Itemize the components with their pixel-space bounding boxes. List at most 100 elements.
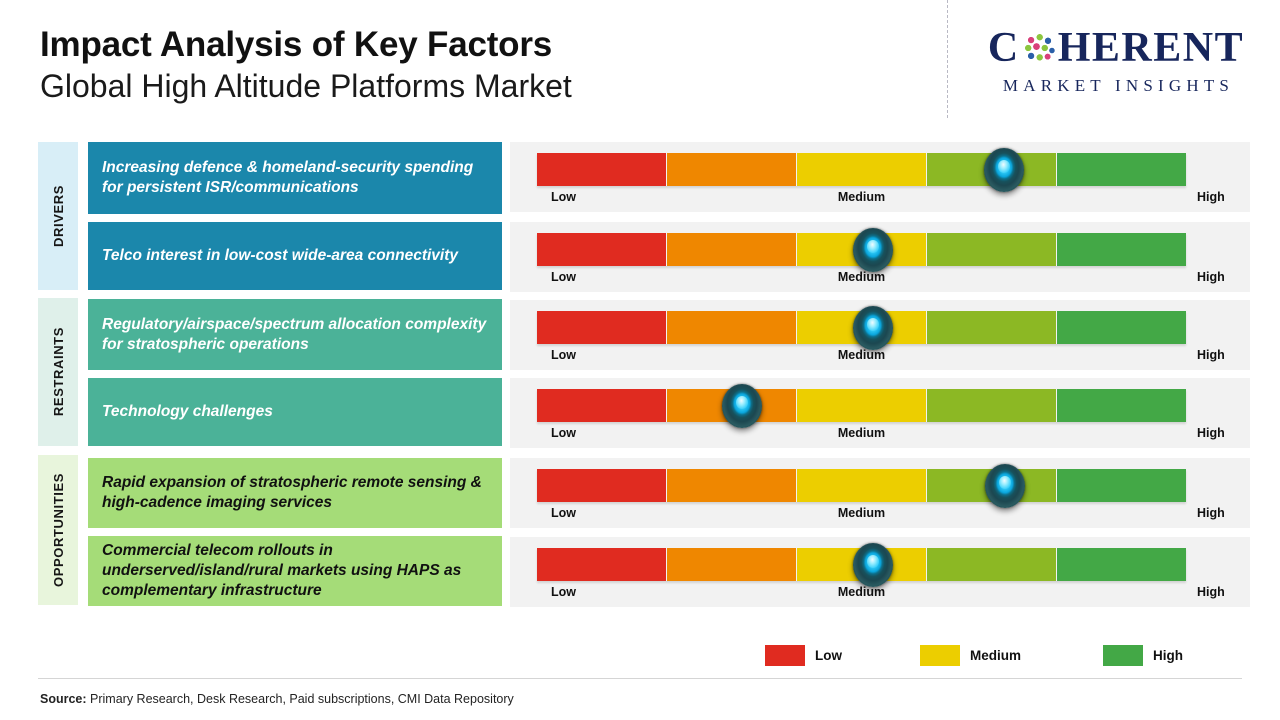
gauge-panel: Low Medium High	[510, 222, 1250, 292]
gauge-segment-3	[797, 153, 927, 186]
gauge-segment-5	[1057, 548, 1186, 581]
logo-wordmark: C HERENT	[966, 26, 1266, 70]
gauge-segment-4	[927, 311, 1057, 344]
source-note: Source: Primary Research, Desk Research,…	[40, 692, 514, 706]
logo-letters-herent: HERENT	[1057, 25, 1245, 71]
category-label: RESTRAINTS	[50, 327, 66, 417]
factor-text: Increasing defence & homeland-security s…	[102, 159, 474, 196]
factor-box[interactable]: Increasing defence & homeland-security s…	[88, 142, 502, 214]
legend-swatch-high	[1103, 645, 1143, 666]
legend-label: High	[1153, 648, 1183, 663]
globe-dots-icon	[1020, 30, 1057, 66]
logo-divider	[947, 0, 948, 118]
legend-swatch-medium	[920, 645, 960, 666]
gauge-panel: Low Medium High	[510, 378, 1250, 448]
gauge-marker-icon[interactable]	[984, 147, 1025, 192]
gauge-segment-2	[667, 233, 797, 266]
category-strip-opportunities: OPPORTUNITIES	[38, 455, 78, 605]
title-block: Impact Analysis of Key Factors Global Hi…	[40, 26, 572, 105]
legend-label: Medium	[970, 648, 1022, 663]
gauge-label-low: Low	[551, 270, 576, 284]
gauge-scale-labels: Low Medium High	[537, 506, 1237, 524]
company-logo: C HERENT MARKET INSIGHTS	[966, 26, 1266, 96]
factor-box[interactable]: Technology challenges	[88, 378, 502, 446]
gauge-segment-5	[1057, 311, 1186, 344]
legend-item: Low	[765, 645, 842, 666]
gauge-bar[interactable]	[537, 469, 1186, 502]
gauge-label-low: Low	[551, 348, 576, 362]
category-label: OPPORTUNITIES	[50, 473, 66, 587]
source-text: Primary Research, Desk Research, Paid su…	[86, 692, 514, 706]
gauge-segment-4	[927, 233, 1057, 266]
gauge-bar[interactable]	[537, 548, 1186, 581]
factor-text: Commercial telecom rollouts in underserv…	[102, 542, 462, 599]
footer-divider	[38, 678, 1242, 679]
gauge-scale-labels: Low Medium High	[537, 190, 1237, 208]
gauge-panel: Low Medium High	[510, 300, 1250, 370]
gauge-segment-1	[537, 311, 667, 344]
category-strip-restraints: RESTRAINTS	[38, 298, 78, 446]
gauge-marker-icon[interactable]	[853, 227, 894, 272]
gauge-label-low: Low	[551, 190, 576, 204]
gauge-scale-labels: Low Medium High	[537, 270, 1237, 288]
gauge-label-low: Low	[551, 585, 576, 599]
gauge-label-high: High	[1197, 190, 1225, 204]
gauge-segment-3	[797, 389, 927, 422]
gauge-marker-icon[interactable]	[853, 542, 894, 587]
gauge-label-high: High	[1197, 585, 1225, 599]
gauge-segment-1	[537, 469, 667, 502]
legend-item: Medium	[920, 645, 1021, 666]
legend-swatch-low	[765, 645, 805, 666]
factor-text: Technology challenges	[102, 403, 273, 421]
gauge-panel: Low Medium High	[510, 142, 1250, 212]
gauge-bar[interactable]	[537, 389, 1186, 422]
gauge-segment-2	[667, 153, 797, 186]
gauge-segment-1	[537, 233, 667, 266]
factor-box[interactable]: Commercial telecom rollouts in underserv…	[88, 536, 502, 606]
gauge-marker-icon[interactable]	[853, 305, 894, 350]
gauge-marker-icon[interactable]	[722, 383, 763, 428]
gauge-label-medium: Medium	[837, 585, 886, 599]
logo-letter-c: C	[987, 25, 1020, 71]
factor-box[interactable]: Telco interest in low-cost wide-area con…	[88, 222, 502, 290]
gauge-label-high: High	[1197, 270, 1225, 284]
gauge-label-medium: Medium	[837, 190, 886, 204]
gauge-bar[interactable]	[537, 153, 1186, 186]
gauge-bar[interactable]	[537, 311, 1186, 344]
gauge-label-high: High	[1197, 506, 1225, 520]
gauge-segment-2	[667, 469, 797, 502]
gauge-segment-2	[667, 311, 797, 344]
factor-box[interactable]: Rapid expansion of stratospheric remote …	[88, 458, 502, 528]
legend-label: Low	[815, 648, 842, 663]
gauge-segment-5	[1057, 233, 1186, 266]
factor-text: Regulatory/airspace/spectrum allocation …	[102, 315, 487, 353]
gauge-panel: Low Medium High	[510, 458, 1250, 528]
gauge-label-low: Low	[551, 506, 576, 520]
page-title: Impact Analysis of Key Factors	[40, 25, 553, 64]
gauge-scale-labels: Low Medium High	[537, 585, 1237, 603]
gauge-segment-5	[1057, 389, 1186, 422]
source-label: Source:	[40, 692, 87, 706]
gauge-label-low: Low	[551, 426, 576, 440]
gauge-label-medium: Medium	[837, 348, 886, 362]
legend-item: High	[1103, 645, 1183, 666]
gauge-scale-labels: Low Medium High	[537, 426, 1237, 444]
category-strip-drivers: DRIVERS	[38, 142, 78, 290]
gauge-segment-1	[537, 548, 667, 581]
factor-box[interactable]: Regulatory/airspace/spectrum allocation …	[88, 299, 502, 370]
gauge-scale-labels: Low Medium High	[537, 348, 1237, 366]
gauge-label-high: High	[1197, 426, 1225, 440]
page-subtitle: Global High Altitude Platforms Market	[40, 67, 572, 104]
header: Impact Analysis of Key Factors Global Hi…	[0, 0, 1280, 130]
gauge-label-high: High	[1197, 348, 1225, 362]
factor-text: Rapid expansion of stratospheric remote …	[102, 474, 482, 511]
factor-text: Telco interest in low-cost wide-area con…	[102, 247, 459, 265]
gauge-segment-2	[667, 548, 797, 581]
legend: Low Medium High	[765, 645, 1185, 669]
gauge-marker-icon[interactable]	[984, 463, 1025, 508]
gauge-segment-4	[927, 548, 1057, 581]
gauge-segment-1	[537, 153, 667, 186]
gauge-segment-3	[797, 469, 927, 502]
